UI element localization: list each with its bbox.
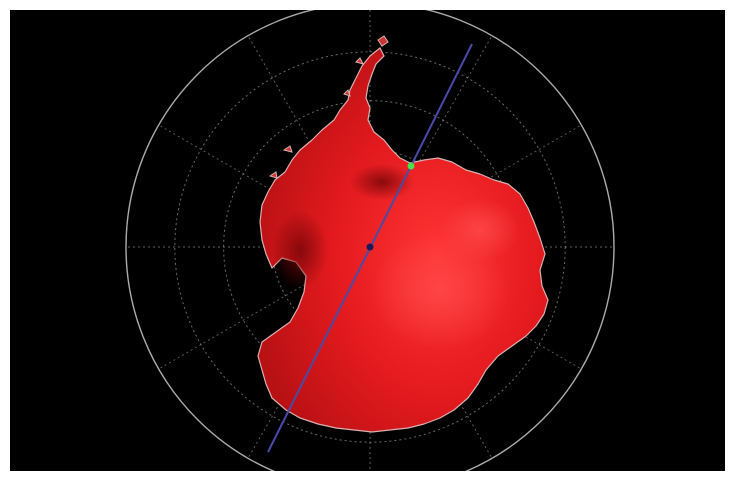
peninsula-islands: [268, 35, 389, 179]
latitude-ring: [125, 10, 615, 471]
transect-endpoint-marker: [407, 162, 415, 170]
weddell-shadow: [272, 210, 328, 290]
continent-landmass: [257, 35, 549, 433]
ice-dome-highlight-2: [440, 198, 520, 262]
ross-shadow: [350, 164, 414, 200]
pole-marker: [366, 243, 374, 251]
